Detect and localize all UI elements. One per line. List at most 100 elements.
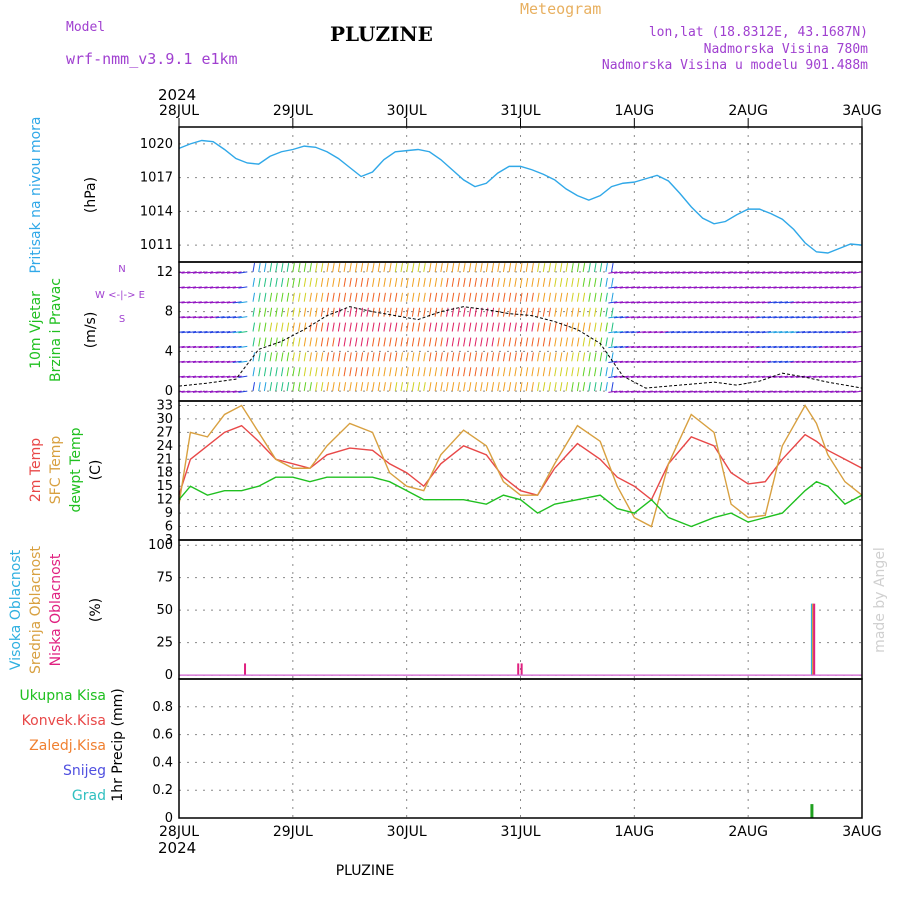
station-title: PLUZINE (330, 22, 433, 46)
wind-arrow (204, 375, 214, 378)
y-tick-label: 12 (156, 265, 173, 280)
wind-arrow (744, 331, 754, 334)
wind-arrow (659, 286, 669, 289)
wind-arrow (576, 367, 580, 377)
wind-arrow (252, 262, 256, 273)
y-tick-label: 27 (156, 425, 173, 440)
wind-arrow (705, 375, 715, 378)
wind-arrow (605, 352, 608, 362)
wind-arrow (269, 322, 273, 332)
wind-arrow (209, 331, 219, 334)
wind-arrow (807, 301, 817, 304)
wind-arrow (767, 316, 777, 319)
wind-arrow (525, 382, 529, 392)
wind-arrow (593, 367, 597, 377)
wind-arrow (252, 322, 256, 332)
wind-arrow (784, 301, 794, 304)
wind-arrow (648, 331, 658, 334)
wind-arrow (676, 301, 686, 304)
wind-arrow (779, 286, 789, 289)
wind-arrow (665, 331, 675, 334)
wind-arrow (796, 360, 806, 364)
wind-arrow (608, 360, 618, 364)
wind-arrow (665, 375, 675, 378)
wind-arrow (593, 307, 597, 317)
wind-arrow (394, 307, 398, 317)
wind-arrow (824, 316, 834, 319)
wind-arrow (593, 262, 597, 273)
wind-arrow (179, 286, 185, 289)
wind-arrow (779, 331, 789, 334)
wind-arrow (642, 390, 652, 393)
wind-arrow (818, 316, 828, 319)
wind-arrow (576, 382, 580, 392)
wind-arrow (280, 337, 284, 347)
wind-arrow (750, 390, 760, 393)
wind-arrow (542, 262, 546, 273)
wind-arrow (841, 390, 851, 393)
wind-arrow (383, 277, 386, 287)
wind-arrow (303, 382, 307, 392)
wind-arrow (767, 375, 777, 378)
wind-arrow (286, 337, 290, 347)
wind-arrow (497, 352, 500, 362)
wind-arrow (292, 382, 295, 392)
wind-arrow (377, 322, 381, 332)
wind-arrow (733, 301, 743, 304)
wind-arrow (835, 375, 845, 378)
wind-arrow (187, 360, 197, 364)
wind-arrow (215, 375, 225, 378)
wind-arrow (394, 262, 398, 273)
wind-arrow (286, 382, 290, 392)
wind-arrow (491, 322, 495, 332)
wind-arrow (565, 382, 569, 392)
wind-arrow (853, 331, 862, 334)
wind-arrow (226, 331, 236, 334)
wind-title-1: 10m Vjetar (28, 291, 44, 369)
wind-arrow (710, 271, 720, 274)
wind-arrow (497, 277, 500, 287)
wind-arrow (739, 360, 749, 364)
wind-arrow (733, 375, 743, 378)
wind-arrow (739, 331, 749, 334)
wind-arrow (179, 301, 185, 304)
wind-arrow (830, 316, 840, 319)
wind-arrow (221, 286, 231, 289)
wind-arrow (619, 286, 629, 289)
wind-arrow (389, 367, 392, 377)
wind-arrow (571, 367, 574, 377)
wind-arrow (659, 331, 669, 334)
wind-arrow (320, 352, 324, 362)
wind-arrow (548, 307, 551, 317)
wind-arrow (682, 390, 692, 393)
wind-arrow (642, 375, 652, 378)
wind-arrow (744, 345, 754, 349)
wind-arrow (659, 345, 669, 349)
precip-legend-item: Konvek.Kisa (22, 713, 106, 729)
wind-arrow (366, 307, 369, 317)
wind-arrow (372, 262, 375, 273)
wind-arrow (226, 301, 236, 304)
x-tick-label-bottom: 1AUG (615, 824, 655, 840)
wind-arrow (548, 292, 551, 302)
wind-arrow (474, 352, 477, 362)
wind-arrow (343, 382, 347, 392)
wind-arrow (582, 307, 586, 317)
wind-arrow (705, 360, 715, 364)
wind-arrow (275, 367, 278, 377)
wind-arrow (531, 367, 534, 377)
wind-arrow (198, 331, 208, 334)
wind-arrow (389, 337, 392, 347)
wind-arrow (463, 307, 466, 317)
wind-arrow (337, 337, 341, 347)
wind-arrow (835, 271, 845, 274)
wind-arrow (309, 277, 312, 287)
wind-arrow (636, 331, 646, 334)
wind-arrow (428, 337, 432, 347)
wind-arrow (446, 337, 449, 347)
wind-arrow (613, 345, 624, 349)
wind-arrow (394, 337, 398, 347)
wind-arrow (309, 337, 312, 347)
wind-arrow (841, 271, 851, 274)
wind-arrow (727, 286, 737, 289)
